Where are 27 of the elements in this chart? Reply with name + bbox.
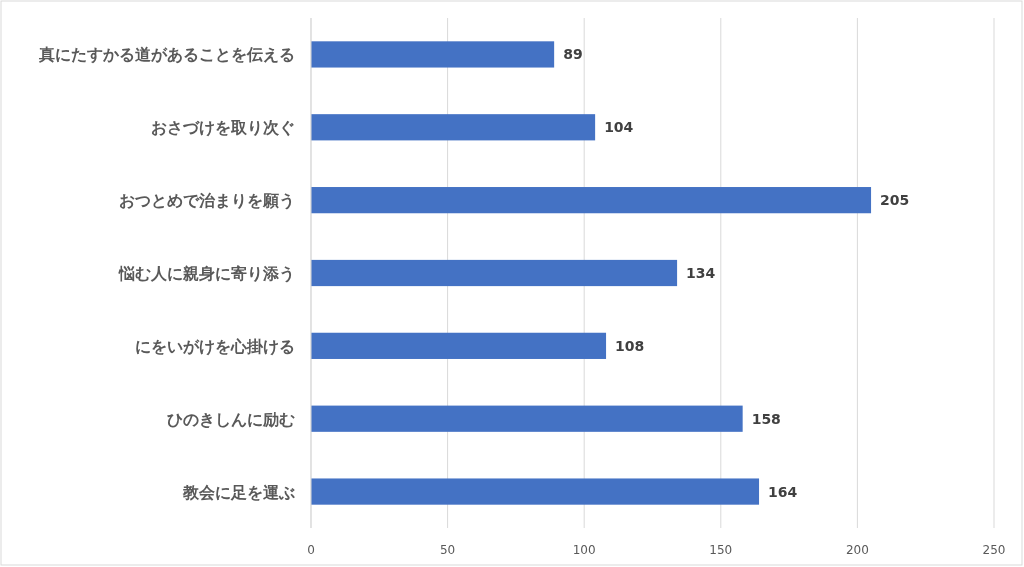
data-label: 104 bbox=[604, 119, 634, 136]
bar bbox=[311, 187, 872, 214]
y-tick-label: ひのきしんに励む bbox=[167, 409, 295, 429]
data-label: 89 bbox=[563, 46, 583, 63]
x-tick-label: 200 bbox=[845, 543, 869, 557]
x-tick-label: 50 bbox=[439, 543, 456, 557]
bar bbox=[311, 259, 678, 287]
data-label: 134 bbox=[686, 265, 716, 281]
data-label: 164 bbox=[768, 483, 798, 500]
y-tick-label: おさづけを取り次ぐ bbox=[151, 118, 295, 138]
bar bbox=[311, 41, 555, 68]
y-tick-label: 真にたすかる道があることを伝える bbox=[38, 45, 295, 65]
data-label: 108 bbox=[615, 337, 645, 354]
bar bbox=[311, 114, 596, 141]
bar bbox=[311, 405, 743, 432]
bar bbox=[311, 332, 607, 359]
x-tick-label: 0 bbox=[307, 543, 315, 557]
data-label: 205 bbox=[880, 192, 910, 209]
y-tick-label: 教会に足を運ぶ bbox=[182, 482, 295, 502]
y-tick-label: 悩む人に親身に寄り添う bbox=[118, 264, 295, 283]
x-tick-label: 100 bbox=[572, 543, 596, 557]
data-label: 158 bbox=[751, 410, 781, 427]
bar bbox=[311, 478, 760, 505]
x-tick-label: 150 bbox=[709, 543, 733, 557]
y-tick-label: おつとめで治まりを願う bbox=[119, 191, 295, 211]
y-tick-label: にをいがけを心掛ける bbox=[135, 336, 295, 356]
x-tick-label: 250 bbox=[982, 543, 1006, 557]
